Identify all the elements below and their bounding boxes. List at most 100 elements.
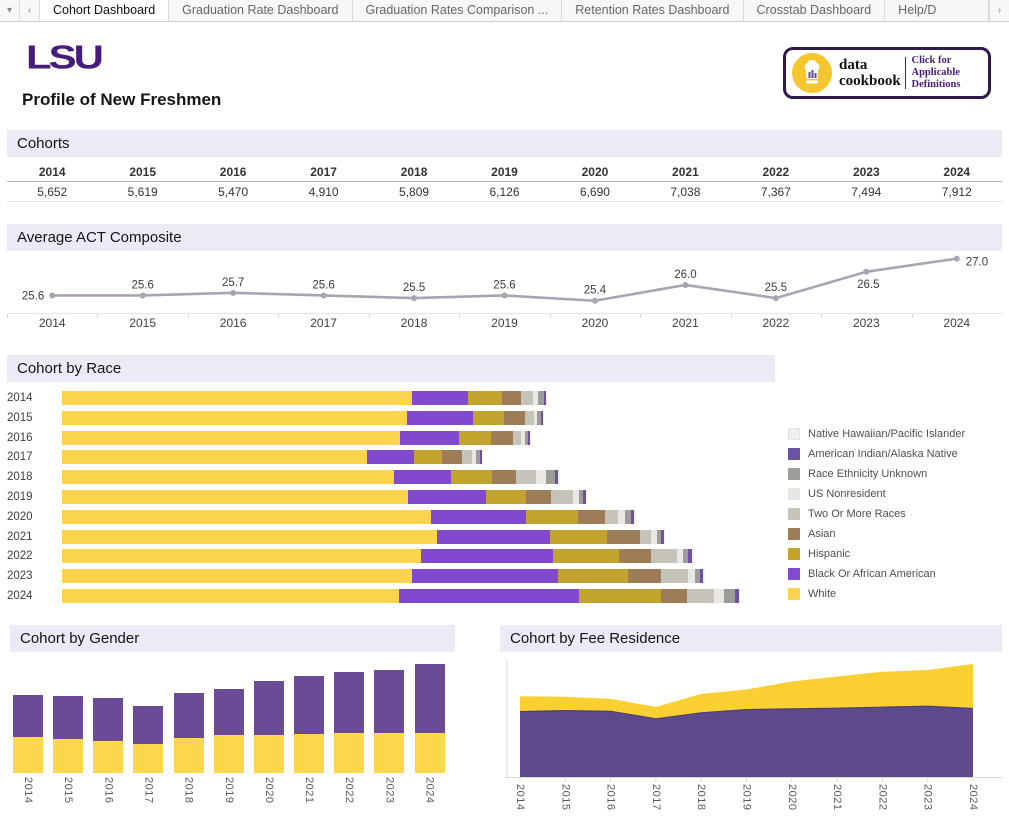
legend-item-us-nonresident[interactable]: US Nonresident xyxy=(788,484,965,504)
race-bar-segment-white[interactable] xyxy=(62,410,407,425)
gender-bar-2019[interactable] xyxy=(213,688,244,773)
race-bar-segment-native-hawaiian-pacific-islander[interactable] xyxy=(738,588,741,603)
race-bar-segment-american-indian-alaska-native[interactable] xyxy=(479,450,482,465)
race-bar-segment-american-indian-alaska-native[interactable] xyxy=(540,410,543,425)
race-bar-segment-two-or-more-races[interactable] xyxy=(660,569,688,584)
race-bar-segment-two-or-more-races[interactable] xyxy=(516,470,537,485)
race-bar-segment-american-indian-alaska-native[interactable] xyxy=(528,430,530,445)
gender-bar-2021[interactable] xyxy=(294,676,325,773)
race-bar-segment-race-ethnicity-unknown[interactable] xyxy=(546,470,555,485)
legend-item-hispanic[interactable]: Hispanic xyxy=(788,544,965,564)
race-bar-segment-native-hawaiian-pacific-islander[interactable] xyxy=(692,549,694,564)
race-bar-segment-black-or-african-american[interactable] xyxy=(411,569,559,584)
race-bar-segment-american-indian-alaska-native[interactable] xyxy=(687,549,693,564)
legend-item-race-ethnicity-unknown[interactable]: Race Ethnicity Unknown xyxy=(788,464,965,484)
fee-area-chart[interactable] xyxy=(505,656,1002,784)
gender-bar-2023[interactable] xyxy=(374,670,405,773)
race-bar-segment-native-hawaiian-pacific-islander[interactable] xyxy=(542,410,544,425)
gender-bar-2018[interactable] xyxy=(173,693,204,773)
race-bar-segment-white[interactable] xyxy=(62,391,412,405)
race-bar-segment-american-indian-alaska-native[interactable] xyxy=(631,509,635,524)
race-bar-segment-native-hawaiian-pacific-islander[interactable] xyxy=(585,489,588,504)
fee-area-yellow[interactable] xyxy=(520,664,973,719)
race-bar-segment-american-indian-alaska-native[interactable] xyxy=(700,569,704,584)
race-bar-segment-black-or-african-american[interactable] xyxy=(398,588,580,603)
act-point-2024[interactable] xyxy=(953,255,960,262)
race-bar-segment-native-hawaiian-pacific-islander[interactable] xyxy=(558,470,561,485)
tab-crosstab-dashboard[interactable]: Crosstab Dashboard xyxy=(743,0,886,21)
tab-graduation-rate-dashboard[interactable]: Graduation Rate Dashboard xyxy=(169,0,353,21)
tab-cohort-dashboard[interactable]: Cohort Dashboard xyxy=(40,0,170,21)
race-bar-segment-black-or-african-american[interactable] xyxy=(406,410,473,425)
race-bar-segment-hispanic[interactable] xyxy=(451,470,493,485)
race-bar-segment-asian[interactable] xyxy=(492,470,517,485)
race-bar-segment-american-indian-alaska-native[interactable] xyxy=(555,470,559,485)
race-bar-segment-hispanic[interactable] xyxy=(414,450,442,465)
race-bar-segment-hispanic[interactable] xyxy=(525,509,579,524)
gender-bar-2016[interactable] xyxy=(93,697,124,773)
race-bar-segment-two-or-more-races[interactable] xyxy=(651,549,677,564)
tab-graduation-rates-comparison[interactable]: Graduation Rates Comparison ... xyxy=(352,0,563,21)
race-bar-segment-race-ethnicity-unknown[interactable] xyxy=(537,391,544,405)
act-point-2019[interactable] xyxy=(501,292,508,299)
legend-item-white[interactable]: White xyxy=(788,584,965,604)
race-bar-segment-race-ethnicity-unknown[interactable] xyxy=(723,588,736,603)
race-bar-segment-asian[interactable] xyxy=(618,549,652,564)
race-bar-segment-black-or-african-american[interactable] xyxy=(393,470,452,485)
race-bar-segment-asian[interactable] xyxy=(491,430,514,445)
gender-bar-2020[interactable] xyxy=(253,681,284,773)
race-bar-segment-american-indian-alaska-native[interactable] xyxy=(543,391,546,405)
race-bar-segment-two-or-more-races[interactable] xyxy=(461,450,472,465)
tab-menu-button[interactable]: ▾ xyxy=(0,0,20,21)
gender-bar-2022[interactable] xyxy=(334,671,365,773)
race-bar-segment-native-hawaiian-pacific-islander[interactable] xyxy=(634,509,636,524)
legend-item-american-indian-alaska-native[interactable]: American Indian/Alaska Native xyxy=(788,444,965,464)
race-bar-segment-asian[interactable] xyxy=(441,450,462,465)
race-bar-segment-black-or-african-american[interactable] xyxy=(436,529,550,544)
race-bar-segment-us-nonresident[interactable] xyxy=(536,470,547,485)
race-bar-segment-black-or-african-american[interactable] xyxy=(421,549,553,564)
race-bar-segment-race-ethnicity-unknown[interactable] xyxy=(578,489,584,504)
race-bar-segment-american-indian-alaska-native[interactable] xyxy=(583,489,586,504)
race-bar-segment-race-ethnicity-unknown[interactable] xyxy=(476,450,480,465)
race-bar-segment-us-nonresident[interactable] xyxy=(713,588,724,603)
race-bar-segment-hispanic[interactable] xyxy=(549,529,607,544)
race-bar-segment-asian[interactable] xyxy=(503,410,525,425)
race-bar-segment-american-indian-alaska-native[interactable] xyxy=(661,529,665,544)
race-bar-segment-asian[interactable] xyxy=(627,569,661,584)
race-bar-segment-asian[interactable] xyxy=(606,529,641,544)
race-bar-segment-us-nonresident[interactable] xyxy=(532,391,538,405)
race-bar-segment-white[interactable] xyxy=(62,489,409,504)
race-bar-segment-black-or-african-american[interactable] xyxy=(430,509,526,524)
fee-area-purple[interactable] xyxy=(520,706,973,777)
race-bar-segment-native-hawaiian-pacific-islander[interactable] xyxy=(545,391,547,405)
race-bar-segment-race-ethnicity-unknown[interactable] xyxy=(537,410,541,425)
race-bar-segment-black-or-african-american[interactable] xyxy=(399,430,459,445)
act-point-2018[interactable] xyxy=(411,295,418,302)
race-bar-segment-two-or-more-races[interactable] xyxy=(520,391,533,405)
race-bar-segment-us-nonresident[interactable] xyxy=(471,450,477,465)
race-bar-segment-asian[interactable] xyxy=(661,588,687,603)
race-bar-segment-native-hawaiian-pacific-islander[interactable] xyxy=(664,529,666,544)
act-point-2023[interactable] xyxy=(863,268,870,275)
race-bar-segment-white[interactable] xyxy=(62,430,400,445)
act-point-2015[interactable] xyxy=(139,292,146,299)
race-bar-segment-two-or-more-races[interactable] xyxy=(604,509,619,524)
legend-item-two-or-more-races[interactable]: Two Or More Races xyxy=(788,504,965,524)
legend-item-native-hawaiian-pacific-islander[interactable]: Native Hawaiian/Pacific Islander xyxy=(788,424,965,444)
race-bar-segment-white[interactable] xyxy=(62,509,431,524)
act-point-2014[interactable] xyxy=(49,292,56,299)
race-bar-segment-black-or-african-american[interactable] xyxy=(408,489,486,504)
race-bar-segment-hispanic[interactable] xyxy=(485,489,527,504)
gender-bar-2014[interactable] xyxy=(13,695,43,773)
gender-bar-2017[interactable] xyxy=(133,705,164,773)
race-bar-segment-race-ethnicity-unknown[interactable] xyxy=(694,569,701,584)
race-bar-segment-white[interactable] xyxy=(62,450,368,465)
race-bar-segment-two-or-more-races[interactable] xyxy=(551,489,574,504)
race-bar-segment-hispanic[interactable] xyxy=(472,410,504,425)
race-bar-segment-us-nonresident[interactable] xyxy=(573,489,579,504)
act-point-2022[interactable] xyxy=(772,295,779,302)
race-bar-segment-hispanic[interactable] xyxy=(468,391,502,405)
race-bar-segment-hispanic[interactable] xyxy=(558,569,628,584)
tab-help-d[interactable]: Help/D xyxy=(885,0,989,21)
